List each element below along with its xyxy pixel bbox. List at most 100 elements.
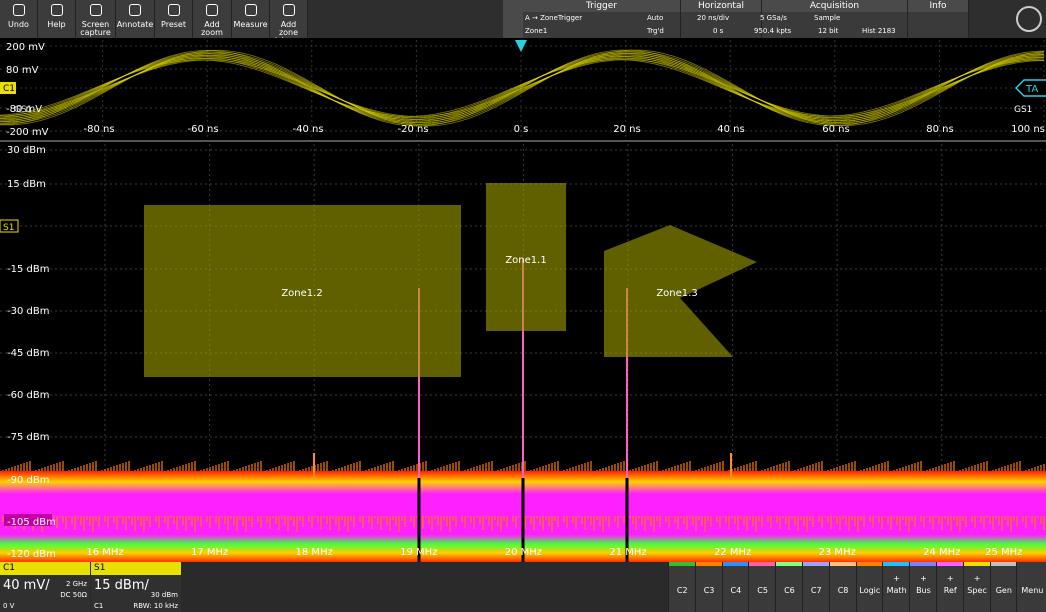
panel-title: Acquisition bbox=[762, 0, 907, 12]
color-bar bbox=[829, 562, 857, 566]
toolbar-button[interactable]: Add zone trigger bbox=[270, 0, 308, 45]
button-label: Math bbox=[886, 586, 907, 595]
settings-button[interactable] bbox=[503, 0, 523, 38]
side-button[interactable]: C5 bbox=[748, 562, 776, 612]
y-axis-label: -60 dBm bbox=[7, 390, 49, 401]
zone-label: Zone1.2 bbox=[281, 288, 322, 299]
toolbar-button[interactable]: Help bbox=[38, 0, 76, 38]
panel-value: 12 bit bbox=[818, 27, 839, 35]
side-button[interactable]: + Ref bbox=[936, 562, 964, 612]
acquisition-panel[interactable]: Acquisition 5 GSa/s Sample 950.4 kpts 12 bit… bbox=[754, 0, 908, 38]
x-axis-label: 22 MHz bbox=[714, 547, 751, 558]
y-axis-label: -45 dBm bbox=[7, 348, 49, 359]
button-label: Screen capture bbox=[80, 20, 111, 37]
channel-bandwidth: 2 GHz bbox=[65, 580, 87, 588]
ground-label: GS1 bbox=[1014, 105, 1032, 115]
color-bar bbox=[776, 562, 803, 566]
side-button[interactable]: C8 bbox=[828, 562, 857, 612]
side-button[interactable]: C4 bbox=[721, 562, 750, 612]
button-label: Undo bbox=[8, 20, 29, 29]
zone bbox=[604, 225, 757, 357]
y-axis-label: -120 dBm bbox=[7, 549, 56, 560]
toolbar-button[interactable]: Screen capture bbox=[76, 0, 116, 38]
trigger-position bbox=[515, 40, 527, 52]
zone-label: Zone1.1 bbox=[505, 255, 546, 266]
button-label: C2 bbox=[676, 586, 688, 595]
x-axis-label: 18 MHz bbox=[296, 547, 333, 558]
toolbar-button[interactable]: Measure bbox=[232, 0, 270, 38]
toolbar-button[interactable]: Annotate bbox=[116, 0, 155, 38]
side-button[interactable]: C6 bbox=[775, 562, 803, 612]
y-axis-label: 200 mV bbox=[6, 42, 45, 53]
side-button[interactable]: Gen bbox=[989, 562, 1018, 612]
icon bbox=[167, 4, 180, 16]
color-bar bbox=[1017, 562, 1046, 566]
color-bar bbox=[910, 562, 937, 566]
waveform-trace bbox=[0, 59, 1045, 117]
side-button[interactable]: C3 bbox=[694, 562, 723, 612]
button-label: Logic bbox=[859, 586, 881, 595]
panel-title: Info bbox=[908, 0, 968, 12]
channel-header: S1 bbox=[91, 562, 181, 575]
color-bar bbox=[883, 562, 910, 566]
x-axis-label: 60 ns bbox=[822, 124, 849, 135]
button-label: C5 bbox=[757, 586, 768, 595]
waveform-trace bbox=[0, 52, 1044, 124]
y-axis-label: -75 dBm bbox=[7, 432, 49, 443]
trigger-marker bbox=[1014, 79, 1046, 97]
icon bbox=[50, 4, 63, 16]
side-button[interactable]: Menu bbox=[1016, 562, 1046, 612]
x-axis-label: 21 MHz bbox=[609, 547, 646, 558]
y-axis-label: -90 dBm bbox=[7, 475, 49, 486]
panel-value: 20 ns/div bbox=[697, 14, 730, 22]
color-bar bbox=[749, 562, 776, 566]
x-axis-label: 25 MHz bbox=[985, 547, 1022, 558]
info-panel[interactable]: Info bbox=[908, 0, 969, 38]
channel-s1[interactable]: S1 15 dBm/30 dBm C1 RBW: 10 kHz bbox=[91, 562, 181, 612]
waveform-trace bbox=[0, 49, 1044, 127]
channel-offset: 0 V bbox=[3, 602, 15, 610]
horizontal-panel[interactable]: Horizontal 20 ns/div 0 s bbox=[681, 0, 762, 38]
trigger-panel[interactable]: Trigger A → ZoneTrigger Auto Zone1 Trg'd bbox=[523, 0, 681, 38]
channel-c1[interactable]: C1 40 mV/2 GHz DC 50Ω 0 V bbox=[0, 562, 90, 612]
zone bbox=[144, 205, 461, 377]
panel-value: 950.4 kpts bbox=[754, 27, 792, 35]
channel-scale: 40 mV/ bbox=[3, 578, 50, 593]
side-button[interactable]: C7 bbox=[802, 562, 830, 612]
button-label: Bus bbox=[916, 586, 931, 595]
panel-title: Trigger bbox=[523, 0, 680, 12]
toolbar-button[interactable]: Preset bbox=[155, 0, 193, 38]
panel-value: Hist 2183 bbox=[862, 27, 896, 35]
x-axis-label: 19 MHz bbox=[400, 547, 437, 558]
x-axis-label: -60 ns bbox=[187, 124, 218, 135]
button-prefix: + bbox=[920, 574, 927, 583]
y-axis-label: -200 mV bbox=[6, 127, 49, 138]
side-button[interactable]: Logic bbox=[855, 562, 884, 612]
color-bar bbox=[669, 562, 696, 566]
x-axis-label: 0 s bbox=[514, 124, 529, 135]
logo bbox=[1016, 6, 1042, 32]
x-axis-label: 80 ns bbox=[926, 124, 953, 135]
side-button[interactable]: + Spec bbox=[962, 562, 991, 612]
side-button[interactable]: + Bus bbox=[909, 562, 937, 612]
waveform-trace bbox=[0, 54, 1045, 122]
waveform-trace bbox=[0, 57, 1045, 119]
channel-label: C1 bbox=[3, 84, 15, 94]
side-button[interactable]: C2 bbox=[668, 562, 696, 612]
panel-title: Horizontal bbox=[681, 0, 761, 12]
button-label: Help bbox=[47, 20, 66, 29]
y-axis-label: -15 dBm bbox=[7, 264, 49, 275]
icon bbox=[12, 4, 25, 16]
panel-value: A → ZoneTrigger bbox=[525, 14, 583, 22]
icon bbox=[89, 4, 102, 16]
toolbar-button[interactable]: Undo bbox=[0, 0, 38, 38]
channel-coupling: DC 50Ω bbox=[60, 591, 87, 599]
waveform-trace bbox=[0, 49, 1045, 127]
side-button[interactable]: + Math bbox=[882, 562, 910, 612]
y-axis-label: 15 dBm bbox=[7, 179, 46, 190]
panel-value: Zone1 bbox=[525, 27, 548, 35]
toolbar-button[interactable]: Add zoom bbox=[193, 0, 232, 38]
button-label: Gen bbox=[995, 586, 1012, 595]
x-axis-label: -80 ns bbox=[83, 124, 114, 135]
y-axis-label: -30 dBm bbox=[7, 306, 49, 317]
